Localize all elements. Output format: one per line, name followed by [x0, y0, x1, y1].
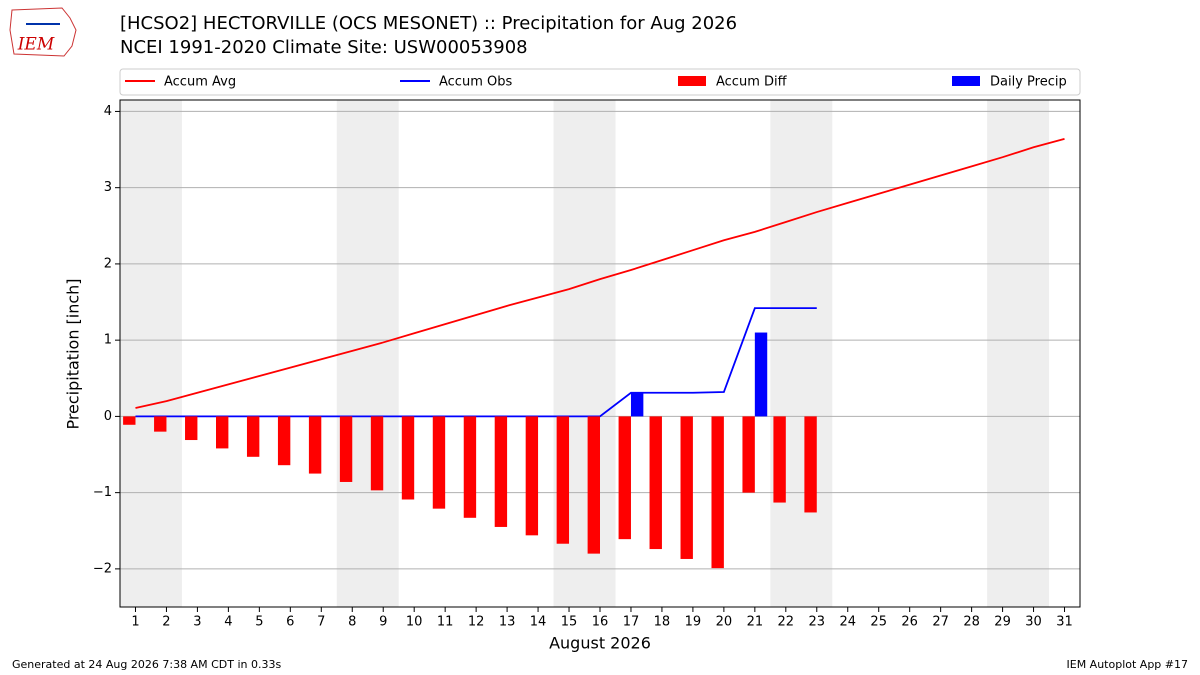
- legend-swatch: [952, 76, 980, 86]
- x-tick-label: 11: [437, 615, 454, 630]
- bar: [370, 416, 384, 491]
- plot-frame: [119, 99, 1081, 608]
- weekend-band: [987, 100, 1050, 607]
- x-tick-label: 13: [499, 615, 516, 630]
- x-tick-label: 2: [162, 615, 170, 630]
- bar: [401, 416, 415, 500]
- legend-label: Daily Precip: [990, 75, 1067, 90]
- y-tick-label: 2: [104, 256, 112, 271]
- x-tick-label: 17: [623, 615, 640, 630]
- bar: [216, 416, 229, 449]
- x-tick-label: 6: [286, 615, 294, 630]
- bar: [556, 416, 570, 544]
- bar: [711, 416, 724, 569]
- x-tick-label: 5: [255, 615, 263, 630]
- x-tick-label: 28: [963, 615, 980, 630]
- x-tick-label: 21: [747, 615, 764, 630]
- bar: [185, 416, 198, 441]
- bar: [432, 416, 446, 509]
- logo-outline: [9, 7, 77, 57]
- footer-left: Generated at 24 Aug 2026 7:38 AM CDT in …: [12, 658, 281, 671]
- weekend-band: [120, 100, 182, 607]
- x-tick-label: 12: [468, 615, 485, 630]
- bar: [494, 416, 508, 527]
- x-tick-label: 26: [901, 615, 918, 630]
- y-axis-label: Precipitation [inch]: [64, 278, 83, 429]
- bar: [804, 416, 817, 513]
- x-tick-label: 29: [994, 615, 1011, 630]
- bar: [339, 416, 353, 482]
- chart-subtitle: NCEI 1991-2020 Climate Site: USW00053908: [120, 37, 528, 58]
- weekend-band: [770, 100, 833, 607]
- bar: [742, 416, 755, 493]
- legend-label: Accum Diff: [716, 75, 788, 90]
- chart-title: [HCSO2] HECTORVILLE (OCS MESONET) :: Pre…: [120, 13, 737, 34]
- x-tick-label: 1: [131, 615, 139, 630]
- x-tick-label: 23: [809, 615, 826, 630]
- y-tick-label: 3: [104, 180, 112, 195]
- x-tick-label: 16: [592, 615, 609, 630]
- x-tick-label: 14: [530, 615, 547, 630]
- x-tick-label: 3: [193, 615, 201, 630]
- bar: [618, 416, 631, 540]
- y-tick-label: −1: [93, 485, 112, 500]
- x-tick-label: 18: [654, 615, 671, 630]
- x-axis-label: August 2026: [549, 634, 651, 653]
- x-tick-label: 31: [1056, 615, 1073, 630]
- x-tick-label: 27: [932, 615, 949, 630]
- bar: [525, 416, 539, 536]
- logo: IEM: [9, 7, 77, 57]
- x-tick-label: 9: [379, 615, 387, 630]
- x-tick-label: 10: [406, 615, 423, 630]
- legend-label: Accum Obs: [439, 75, 512, 90]
- footer-right: IEM Autoplot App #17: [1067, 658, 1189, 671]
- series-line: [135, 138, 1065, 409]
- legend-label: Accum Avg: [164, 75, 236, 90]
- bar: [463, 416, 477, 518]
- x-tick-label: 20: [716, 615, 733, 630]
- bar: [154, 416, 167, 432]
- bar: [630, 392, 644, 417]
- series-line: [135, 307, 817, 418]
- legend-box: [119, 68, 1081, 96]
- x-tick-label: 7: [317, 615, 325, 630]
- x-tick-label: 19: [685, 615, 702, 630]
- x-tick-label: 24: [839, 615, 856, 630]
- y-tick-label: 1: [104, 333, 112, 348]
- logo-text: IEM: [17, 35, 55, 55]
- legend-swatch: [678, 76, 706, 86]
- bar: [277, 416, 291, 466]
- x-tick-label: 15: [561, 615, 578, 630]
- bar: [773, 416, 786, 503]
- y-tick-label: 0: [104, 409, 112, 424]
- x-tick-label: 4: [224, 615, 232, 630]
- weekend-band: [336, 100, 399, 607]
- x-tick-label: 8: [348, 615, 356, 630]
- x-tick-label: 30: [1025, 615, 1042, 630]
- bar: [754, 332, 768, 417]
- bar: [308, 416, 322, 474]
- bar: [587, 416, 600, 554]
- bar: [246, 416, 260, 457]
- y-tick-label: −2: [93, 561, 112, 576]
- x-tick-label: 22: [778, 615, 795, 630]
- bar: [649, 416, 662, 550]
- bar: [680, 416, 693, 559]
- x-tick-label: 25: [870, 615, 887, 630]
- bar: [123, 416, 136, 425]
- y-tick-label: 4: [104, 104, 112, 119]
